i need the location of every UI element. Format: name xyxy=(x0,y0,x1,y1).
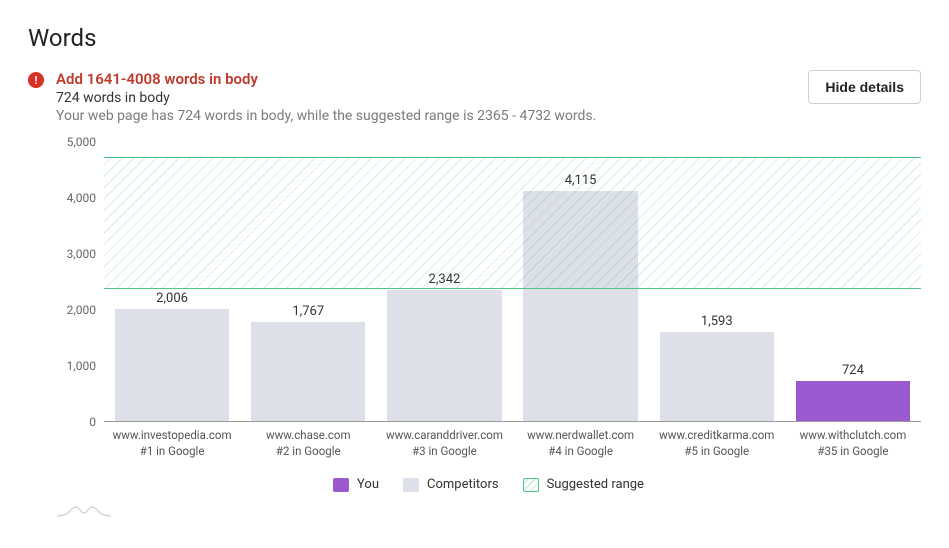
y-tick: 5,000 xyxy=(56,135,96,149)
bar-slot: 1,593 xyxy=(649,142,785,421)
swatch-competitors xyxy=(403,478,419,492)
bar-value-label: 2,006 xyxy=(156,291,188,306)
plot-area: 2,0061,7672,3424,1151,593724 xyxy=(104,142,921,422)
bar-slot: 2,006 xyxy=(104,142,240,421)
legend-competitors-label: Competitors xyxy=(427,477,499,492)
y-tick: 1,000 xyxy=(56,359,96,373)
y-tick: 4,000 xyxy=(56,191,96,205)
x-axis-labels: www.investopedia.com#1 in Googlewww.chas… xyxy=(104,428,921,459)
x-axis-label: www.caranddriver.com#3 in Google xyxy=(376,428,512,459)
y-tick: 2,000 xyxy=(56,303,96,317)
x-axis-label: www.withclutch.com#35 in Google xyxy=(785,428,921,459)
legend-range-label: Suggested range xyxy=(547,477,644,492)
alert-subline: 724 words in body xyxy=(56,90,808,106)
swatch-you xyxy=(333,478,349,492)
swatch-range xyxy=(523,478,539,492)
sparkline-icon xyxy=(56,502,921,524)
bar-competitor: 4,115 xyxy=(523,191,637,421)
bar-you: 724 xyxy=(796,381,910,421)
bar-slot: 4,115 xyxy=(513,142,649,421)
legend-you-label: You xyxy=(357,477,379,492)
bars-container: 2,0061,7672,3424,1151,593724 xyxy=(104,142,921,421)
y-tick: 3,000 xyxy=(56,247,96,261)
bar-value-label: 2,342 xyxy=(429,272,461,287)
x-axis-label: www.creditkarma.com#5 in Google xyxy=(649,428,785,459)
bar-competitor: 2,342 xyxy=(387,290,501,421)
bar-value-label: 1,767 xyxy=(292,304,324,319)
legend-range: Suggested range xyxy=(523,477,644,492)
bar-slot: 724 xyxy=(785,142,921,421)
legend-you: You xyxy=(333,477,379,492)
y-axis: 01,0002,0003,0004,0005,000 xyxy=(56,142,104,422)
bar-competitor: 1,767 xyxy=(251,322,365,421)
x-axis-label: www.nerdwallet.com#4 in Google xyxy=(513,428,649,459)
words-chart: 01,0002,0003,0004,0005,000 2,0061,7672,3… xyxy=(56,142,921,492)
legend-competitors: Competitors xyxy=(403,477,499,492)
alert-description: Your web page has 724 words in body, whi… xyxy=(56,108,808,124)
bar-competitor: 2,006 xyxy=(115,309,229,421)
hide-details-button[interactable]: Hide details xyxy=(808,70,921,104)
y-tick: 0 xyxy=(56,415,96,429)
chart-legend: You Competitors Suggested range xyxy=(56,477,921,492)
bar-value-label: 724 xyxy=(842,363,864,378)
section-title: Words xyxy=(28,24,921,52)
bar-value-label: 1,593 xyxy=(701,314,733,329)
bar-competitor: 1,593 xyxy=(660,332,774,421)
x-axis-label: www.chase.com#2 in Google xyxy=(240,428,376,459)
bar-slot: 1,767 xyxy=(240,142,376,421)
bar-value-label: 4,115 xyxy=(565,173,597,188)
x-axis-label: www.investopedia.com#1 in Google xyxy=(104,428,240,459)
warning-icon: ! xyxy=(28,72,44,88)
alert-headline: Add 1641-4008 words in body xyxy=(56,70,808,88)
bar-slot: 2,342 xyxy=(376,142,512,421)
alert-header: ! Add 1641-4008 words in body 724 words … xyxy=(28,70,921,124)
